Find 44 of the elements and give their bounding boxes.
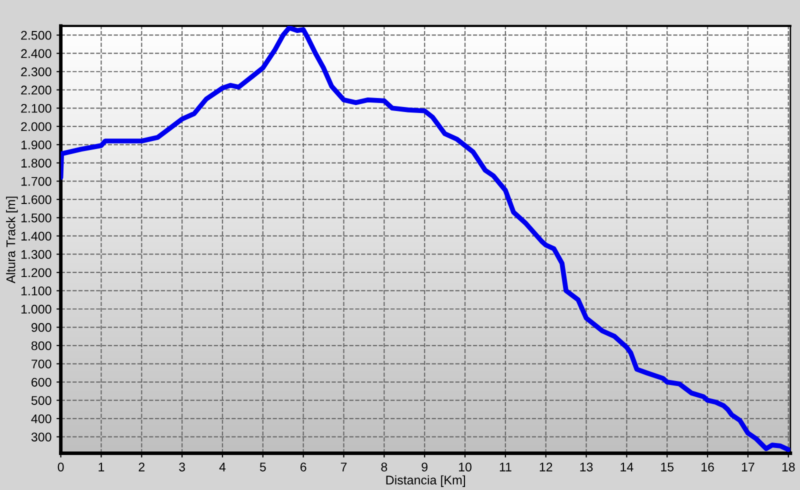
x-tick-label: 1 [98,462,104,472]
y-tick-label: 600 [32,378,52,387]
y-tick-label: 1.200 [21,268,52,278]
y-tick-label: 1.500 [21,214,52,222]
x-tick-label: 18 [782,462,795,472]
x-tick-label: 16 [702,462,714,472]
y-tick-label: 2.400 [21,49,52,58]
y-axis-title: Altura Track [m] [6,196,18,284]
y-tick-label: 500 [31,396,52,405]
x-tick-label: 4 [219,462,226,472]
x-tick-label: 9 [422,462,428,472]
y-tick-label: 1.800 [21,158,52,168]
x-tick-label: 7 [340,462,347,472]
y-tick-label: 1.400 [21,232,52,241]
x-tick-label: 0 [58,462,64,472]
x-tick-label: 3 [179,462,185,472]
y-tick-label: 2.000 [21,122,52,132]
x-tick-label: 12 [540,462,552,472]
x-tick-label: 8 [381,462,388,472]
y-tick-label: 1.000 [21,304,52,314]
x-tick-label: 5 [260,462,266,472]
x-tick-label: 11 [500,462,512,472]
y-tick-label: 900 [32,323,52,332]
y-tick-label: 2.500 [21,30,52,40]
x-tick-label: 14 [620,462,634,472]
y-tick-label: 2.200 [21,86,52,95]
y-tick-label: 2.300 [21,67,52,76]
x-tick-label: 6 [300,462,306,472]
y-tick-label: 2.100 [21,104,52,113]
x-tick-label: 10 [459,462,472,472]
y-tick-label: 1.300 [21,250,52,259]
x-tick-label: 13 [580,462,593,472]
y-tick-label: 1.700 [21,176,52,186]
y-tick-label: 800 [31,341,52,350]
y-tick-label: 1.100 [21,286,52,296]
x-axis-title: Distancia [Km] [386,475,465,487]
y-tick-label: 300 [31,432,52,442]
y-tick-label: 400 [31,414,52,424]
x-tick-label: 17 [742,462,754,472]
x-tick-label: 15 [661,462,674,472]
y-tick-label: 1.600 [21,195,52,204]
y-tick-label: 1.900 [21,140,52,150]
x-tick-label: 2 [138,462,144,472]
y-tick-label: 700 [32,360,52,368]
